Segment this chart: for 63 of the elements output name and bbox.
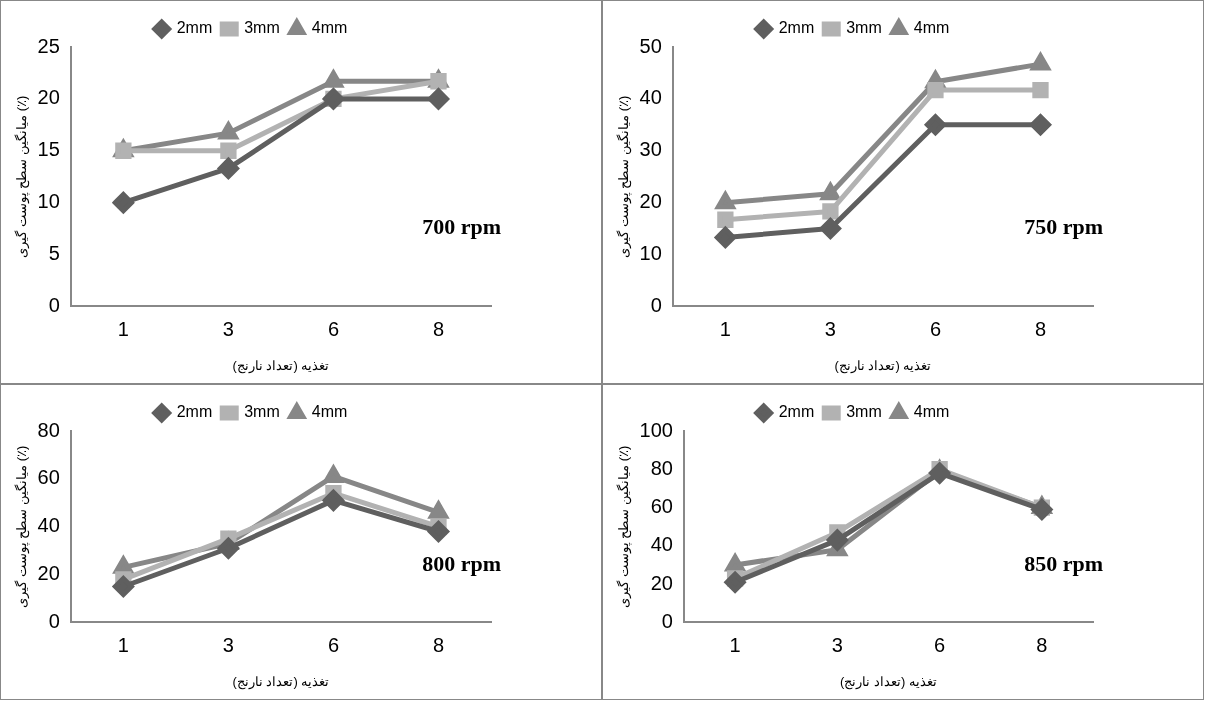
y-tick-label: 80	[650, 456, 673, 479]
x-tick-label: 1	[719, 317, 731, 340]
legend-label: 3mm	[846, 403, 882, 421]
x-axis-title: تغذیه (تعداد نارنج)	[232, 357, 330, 374]
legend-label: 4mm	[913, 403, 950, 421]
y-tick-label: 10	[37, 190, 60, 213]
legend-label: 4mm	[311, 19, 348, 37]
y-tick-label: 100	[639, 418, 673, 441]
x-tick-label: 6	[327, 317, 339, 340]
y-tick-label: 10	[639, 242, 662, 265]
y-tick-label: 40	[37, 514, 60, 537]
y-tick-label: 40	[650, 533, 673, 556]
y-tick-label: 60	[37, 466, 60, 489]
x-tick-label: 8	[432, 633, 445, 656]
y-tick-label: 80	[37, 418, 60, 441]
annotation: 850 rpm	[1024, 550, 1103, 576]
x-tick-label: 8	[1036, 633, 1048, 656]
x-tick-label: 3	[824, 317, 836, 340]
x-tick-label: 8	[432, 317, 445, 340]
x-tick-label: 3	[831, 633, 843, 656]
y-tick-label: 20	[650, 571, 673, 594]
x-tick-label: 1	[729, 633, 741, 656]
y-tick-label: 60	[650, 495, 673, 518]
y-tick-label: 0	[48, 293, 60, 316]
y-tick-label: 5	[48, 242, 60, 265]
y-axis-title: میانگین سطح پوست گیری (٪)	[616, 95, 633, 258]
y-tick-label: 30	[639, 138, 662, 161]
x-tick-label: 1	[117, 317, 129, 340]
x-tick-label: 6	[327, 633, 339, 656]
y-tick-label: 15	[37, 138, 60, 161]
annotation: 750 rpm	[1024, 214, 1103, 240]
y-tick-label: 0	[48, 609, 60, 632]
y-tick-label: 40	[639, 86, 662, 109]
y-tick-label: 25	[37, 34, 60, 57]
annotation: 800 rpm	[422, 550, 501, 576]
legend-label: 4mm	[913, 19, 950, 37]
x-tick-label: 6	[934, 633, 946, 656]
y-tick-label: 0	[650, 293, 662, 316]
legend-label: 3mm	[846, 19, 882, 37]
legend-label: 2mm	[176, 19, 213, 37]
y-tick-label: 20	[37, 86, 60, 109]
y-axis-title: میانگین سطح پوست گیری (٪)	[14, 445, 31, 608]
legend-label: 2mm	[778, 19, 815, 37]
x-tick-label: 6	[929, 317, 941, 340]
x-axis-title: تغذیه (تعداد نارنج)	[834, 357, 932, 374]
x-tick-label: 3	[222, 633, 234, 656]
x-axis-title: تغذیه (تعداد نارنج)	[840, 673, 937, 690]
y-axis-title: میانگین سطح پوست گیری (٪)	[616, 445, 633, 608]
legend-label: 3mm	[244, 403, 280, 421]
legend-label: 4mm	[311, 403, 348, 421]
y-tick-label: 50	[639, 34, 662, 57]
legend-label: 2mm	[176, 403, 213, 421]
x-tick-label: 8	[1034, 317, 1047, 340]
legend-label: 2mm	[778, 403, 815, 421]
x-tick-label: 1	[117, 633, 129, 656]
y-axis-title: میانگین سطح پوست گیری (٪)	[14, 95, 31, 258]
annotation: 700 rpm	[422, 214, 501, 240]
x-axis-title: تغذیه (تعداد نارنج)	[232, 673, 330, 690]
y-tick-label: 0	[661, 609, 673, 632]
legend-label: 3mm	[244, 19, 280, 37]
y-tick-label: 20	[639, 190, 662, 213]
x-tick-label: 3	[222, 317, 234, 340]
y-tick-label: 20	[37, 562, 60, 585]
